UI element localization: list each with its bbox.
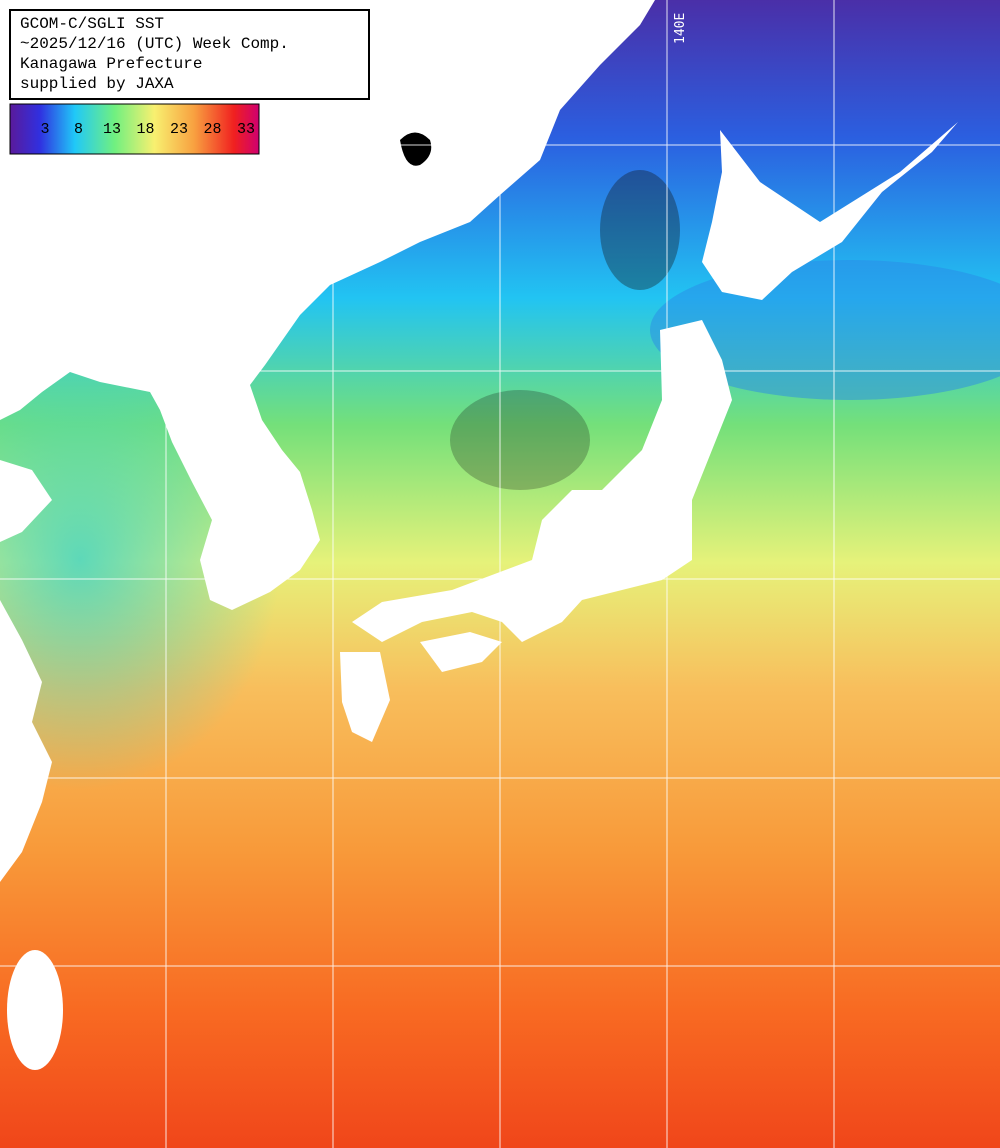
colorbar — [9, 103, 260, 155]
header-box: GCOM-C/SGLI SST ~2025/12/16 (UTC) Week C… — [9, 9, 370, 100]
colorbar-ticks: 3 8 13 18 23 28 33 — [40, 121, 255, 138]
colorbar-tick-label: 18 — [136, 121, 154, 138]
header-line: GCOM-C/SGLI SST — [20, 15, 164, 33]
colorbar-tick-label: 3 — [40, 121, 49, 138]
header-line: supplied by JAXA — [20, 75, 174, 93]
header-line: Kanagawa Prefecture — [20, 55, 202, 73]
colorbar-tick-label: 23 — [170, 121, 188, 138]
colorbar-tick-label: 33 — [237, 121, 255, 138]
colorbar-tick-label: 28 — [203, 121, 221, 138]
latitude-label: 40N — [14, 355, 37, 370]
cloud-mask — [400, 132, 432, 166]
longitude-label: 140E — [673, 13, 688, 44]
header-line: ~2025/12/16 (UTC) Week Comp. — [20, 35, 289, 53]
colorbar-tick-label: 8 — [74, 121, 83, 138]
colorbar-tick-label: 13 — [103, 121, 121, 138]
